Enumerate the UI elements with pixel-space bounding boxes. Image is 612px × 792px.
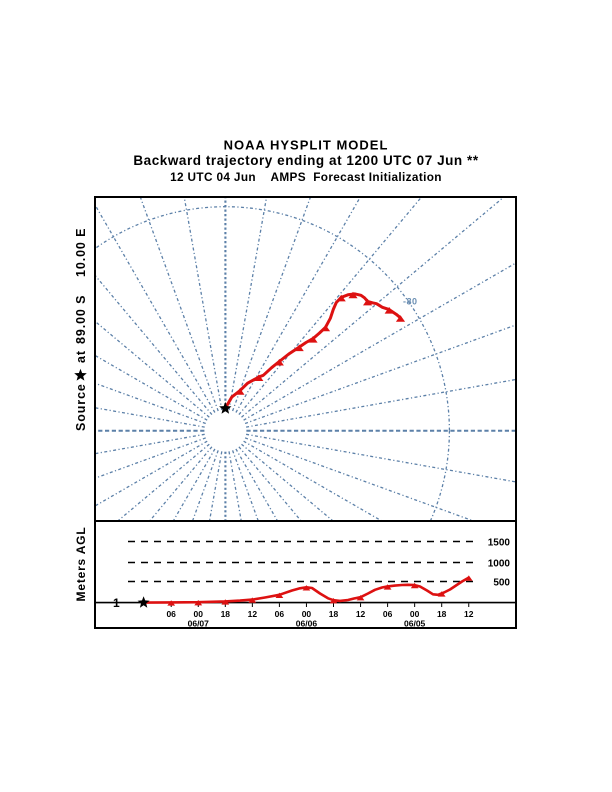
svg-text:06: 06 — [383, 609, 393, 619]
svg-text:12 UTC 04 Jun AMPS Forecas: 12 UTC 04 Jun AMPS Forecast Initializati… — [170, 170, 442, 184]
svg-text:00: 00 — [410, 609, 420, 619]
svg-text:18: 18 — [437, 609, 447, 619]
svg-text:06: 06 — [275, 609, 285, 619]
svg-text:at: at — [74, 350, 88, 363]
svg-text:06/06: 06/06 — [296, 619, 318, 629]
svg-text:06: 06 — [166, 609, 176, 619]
svg-text:00: 00 — [302, 609, 312, 619]
svg-text:12: 12 — [464, 609, 474, 619]
svg-text:Backward trajectory ending at: Backward trajectory ending at 1200 UTC 0… — [133, 153, 478, 168]
svg-text:NOAA HYSPLIT MODEL: NOAA HYSPLIT MODEL — [224, 138, 389, 153]
svg-text:10.00 E: 10.00 E — [74, 228, 88, 277]
svg-text:06/05: 06/05 — [404, 619, 426, 629]
svg-text:89.00 S: 89.00 S — [74, 295, 88, 344]
svg-text:Meters AGL: Meters AGL — [74, 527, 88, 602]
svg-text:1000: 1000 — [488, 558, 511, 569]
svg-text:18: 18 — [329, 609, 339, 619]
svg-text:18: 18 — [221, 609, 231, 619]
svg-text:-80: -80 — [403, 297, 418, 307]
svg-text:12: 12 — [356, 609, 366, 619]
svg-text:Source: Source — [74, 383, 88, 431]
svg-text:1: 1 — [113, 596, 120, 610]
svg-text:06/07: 06/07 — [188, 619, 210, 629]
svg-text:12: 12 — [248, 609, 258, 619]
svg-text:1500: 1500 — [488, 537, 511, 548]
svg-text:500: 500 — [493, 577, 510, 588]
svg-text:00: 00 — [194, 609, 204, 619]
